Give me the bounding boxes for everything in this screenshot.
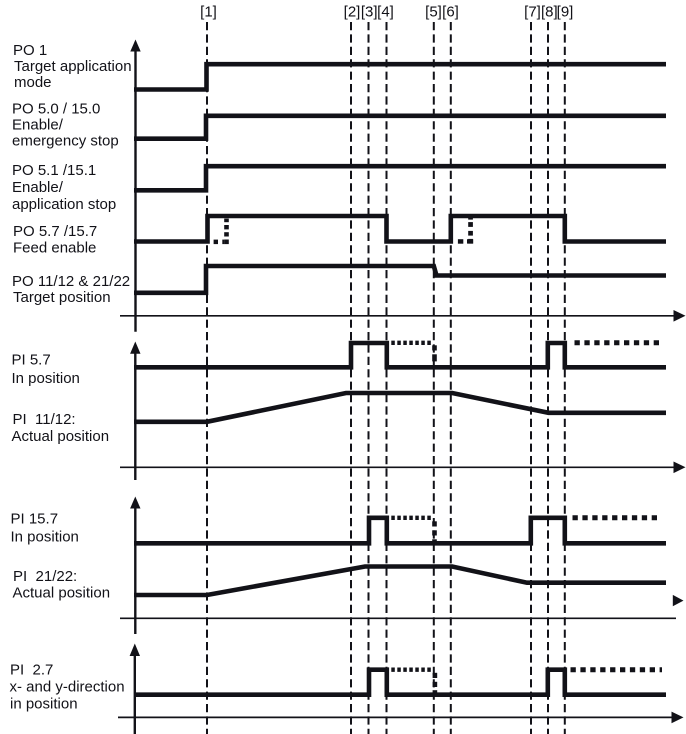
svg-text:PO 5.0 / 15.0: PO 5.0 / 15.0: [12, 101, 100, 118]
svg-text:[6]: [6]: [442, 4, 459, 21]
svg-text:[3]: [3]: [361, 4, 378, 21]
svg-text:emergency stop: emergency stop: [12, 133, 119, 150]
svg-text:Feed enable: Feed enable: [13, 240, 96, 257]
svg-text:In position: In position: [12, 370, 80, 387]
svg-text:PO 5.7 /15.7: PO 5.7 /15.7: [13, 223, 97, 240]
svg-text:Actual position: Actual position: [13, 585, 111, 602]
svg-text:[9]: [9]: [557, 4, 574, 21]
svg-text:application stop: application stop: [12, 196, 116, 213]
svg-text:PI 21/22:: PI 21/22:: [13, 568, 77, 585]
svg-text:PI 11/12:: PI 11/12:: [13, 411, 76, 428]
svg-text:[4]: [4]: [377, 4, 394, 21]
svg-text:[8]: [8]: [541, 4, 558, 21]
svg-text:x- and y-direction: x- and y-direction: [10, 679, 125, 696]
svg-text:[5]: [5]: [425, 4, 442, 21]
svg-text:PO 11/12 & 21/22: PO 11/12 & 21/22: [12, 273, 130, 290]
svg-text:PI 15.7: PI 15.7: [11, 511, 59, 528]
svg-text:[1]: [1]: [200, 4, 217, 21]
svg-text:PO 1: PO 1: [13, 42, 47, 59]
svg-text:PO 5.1 /15.1: PO 5.1 /15.1: [12, 162, 96, 179]
svg-text:Target application: Target application: [14, 58, 132, 75]
svg-text:[7]: [7]: [524, 4, 541, 21]
svg-text:Enable/: Enable/: [12, 117, 64, 134]
svg-text:Actual position: Actual position: [12, 428, 110, 445]
svg-text:in position: in position: [10, 696, 78, 713]
svg-text:PI 5.7: PI 5.7: [12, 352, 51, 369]
svg-text:[2]: [2]: [344, 4, 361, 21]
svg-text:mode: mode: [14, 74, 52, 91]
svg-text:Target position: Target position: [13, 289, 111, 306]
svg-text:Enable/: Enable/: [12, 179, 64, 196]
svg-text:In position: In position: [11, 529, 79, 546]
svg-text:PI 2.7: PI 2.7: [10, 662, 53, 679]
